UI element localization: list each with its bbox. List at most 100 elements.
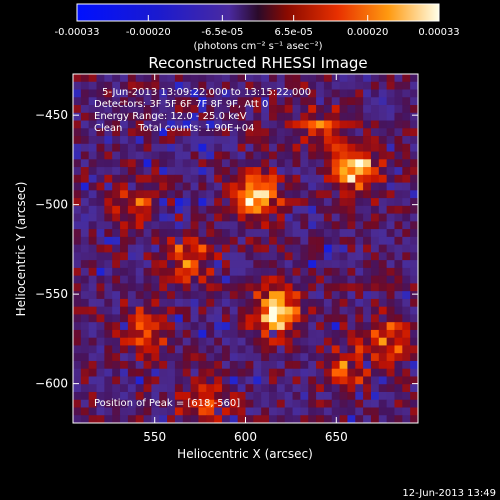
- heatmap-cell: [370, 167, 380, 176]
- heatmap-cell: [410, 407, 419, 416]
- heatmap-cell: [135, 174, 144, 183]
- heatmap-cell: [323, 314, 333, 323]
- annotation-energy-range: Energy Range: 12.0 - 25.0 keV: [94, 111, 247, 122]
- heatmap-cell: [339, 415, 348, 424]
- heatmap-cell: [120, 399, 129, 408]
- heatmap-cell: [73, 120, 82, 129]
- heatmap-cell: [229, 105, 239, 114]
- heatmap-cell: [402, 368, 411, 377]
- heatmap-cell: [214, 399, 223, 408]
- heatmap-cell: [402, 415, 411, 424]
- heatmap-cell: [151, 167, 160, 176]
- heatmap-cell: [127, 229, 137, 238]
- heatmap-cell: [206, 182, 215, 191]
- heatmap-cell: [182, 167, 192, 176]
- heatmap-cell: [159, 81, 168, 90]
- heatmap-cell: [151, 128, 160, 137]
- heatmap-cell: [135, 244, 144, 253]
- heatmap-cell: [276, 190, 286, 199]
- heatmap-cell: [237, 190, 246, 199]
- heatmap-cell: [221, 267, 231, 277]
- heatmap-cell: [253, 128, 262, 137]
- heatmap-cell: [198, 74, 207, 83]
- heatmap-cell: [112, 291, 121, 300]
- heatmap-cell: [88, 190, 97, 199]
- heatmap-cell: [323, 97, 333, 106]
- heatmap-cell: [214, 105, 223, 114]
- heatmap-cell: [80, 81, 90, 90]
- heatmap-cell: [316, 252, 325, 261]
- heatmap-cell: [370, 376, 380, 385]
- heatmap-cell: [245, 213, 254, 222]
- heatmap-cell: [378, 213, 388, 222]
- heatmap-cell: [292, 229, 301, 238]
- heatmap-cell: [339, 376, 348, 385]
- heatmap-cell: [143, 345, 152, 354]
- heatmap-cell: [269, 120, 278, 129]
- heatmap-cell: [378, 298, 388, 308]
- heatmap-cell: [269, 306, 278, 315]
- heatmap-cell: [96, 205, 105, 214]
- heatmap-cell: [143, 221, 152, 230]
- heatmap-cell: [120, 306, 129, 315]
- heatmap-cell: [159, 182, 168, 191]
- heatmap-cell: [245, 244, 254, 253]
- heatmap-cell: [104, 182, 113, 191]
- heatmap-cell: [331, 151, 340, 160]
- heatmap-cell: [127, 205, 137, 214]
- heatmap-cell: [269, 112, 278, 121]
- heatmap-cell: [80, 391, 90, 401]
- heatmap-cell: [80, 306, 90, 315]
- heatmap-cell: [96, 128, 105, 137]
- heatmap-cell: [323, 329, 333, 339]
- heatmap-cell: [347, 399, 356, 408]
- heatmap-cell: [308, 198, 317, 207]
- heatmap-cell: [206, 81, 215, 90]
- heatmap-cell: [355, 198, 364, 207]
- heatmap-cell: [316, 283, 325, 292]
- heatmap-cell: [190, 229, 199, 238]
- heatmap-cell: [331, 391, 340, 401]
- heatmap-cell: [80, 384, 90, 393]
- heatmap-cell: [245, 329, 254, 339]
- heatmap-cell: [112, 190, 121, 199]
- heatmap-cell: [135, 291, 144, 300]
- heatmap-cell: [80, 415, 90, 424]
- heatmap-cell: [120, 391, 129, 401]
- heatmap-cell: [159, 205, 168, 214]
- heatmap-cell: [151, 252, 160, 261]
- heatmap-cell: [73, 391, 82, 401]
- heatmap-cell: [261, 174, 270, 183]
- heatmap-cell: [104, 322, 113, 331]
- heatmap-cell: [190, 314, 199, 323]
- heatmap-cell: [182, 182, 192, 191]
- heatmap-cell: [96, 236, 105, 246]
- heatmap-cell: [112, 329, 121, 339]
- heatmap-cell: [221, 205, 231, 214]
- heatmap-cell: [245, 89, 254, 98]
- heatmap-cell: [386, 345, 395, 354]
- heatmap-cell: [410, 384, 419, 393]
- heatmap-cell: [386, 337, 395, 346]
- heatmap-cell: [174, 329, 184, 339]
- heatmap-cell: [378, 120, 388, 129]
- heatmap-cell: [284, 167, 293, 176]
- heatmap-cell: [316, 329, 325, 339]
- heatmap-cell: [386, 151, 395, 160]
- heatmap-cell: [198, 244, 207, 253]
- heatmap-cell: [269, 159, 278, 168]
- heatmap-cell: [159, 391, 168, 401]
- heatmap-cell: [339, 353, 348, 362]
- heatmap-cell: [214, 97, 223, 106]
- heatmap-cell: [245, 384, 254, 393]
- heatmap-cell: [182, 322, 192, 331]
- heatmap-cell: [261, 329, 270, 339]
- heatmap-cell: [182, 97, 192, 106]
- heatmap-cell: [88, 252, 97, 261]
- heatmap-cell: [410, 159, 419, 168]
- heatmap-cell: [120, 360, 129, 370]
- heatmap-cell: [104, 384, 113, 393]
- heatmap-cell: [135, 376, 144, 385]
- colorbar-unit-label: (photons cm⁻² s⁻¹ asec⁻²): [193, 41, 322, 52]
- heatmap-cell: [363, 376, 372, 385]
